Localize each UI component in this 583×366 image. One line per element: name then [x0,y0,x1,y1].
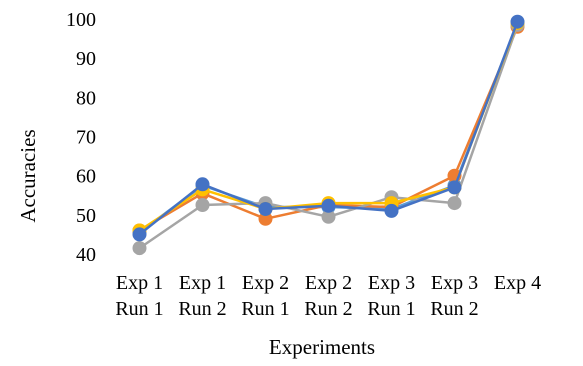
x-tick-label: Exp 4 [494,272,541,294]
data-point [510,14,525,29]
y-tick-label: 40 [76,244,96,266]
y-axis-title: Accuracies [16,129,40,222]
x-tick-label: Exp 3 [431,272,478,294]
x-axis-title: Experiments [269,335,375,359]
x-tick-label: Exp 1 [116,272,163,294]
data-point [258,202,273,216]
x-tick-label: Run 2 [430,298,478,320]
x-tick-label: Run 1 [241,298,289,320]
data-point [447,196,462,211]
x-tick-label: Run 1 [367,298,415,320]
data-point [321,198,336,213]
data-point [321,209,336,224]
y-tick-label: 60 [76,166,96,188]
x-axis-tick-labels: Exp 1 Run 1 Exp 1 Run 2 Exp 2 Run 1 Exp 2 Run 2… [115,272,541,320]
data-point [258,211,273,226]
y-tick-label: 50 [76,205,96,227]
x-tick-label: Exp 2 [305,272,352,294]
y-tick-label: 100 [66,9,96,31]
x-tick-label: Exp 2 [242,272,289,294]
x-tick-label: Exp 1 [179,272,226,294]
series-layer [132,14,525,256]
y-tick-label: 70 [76,127,96,149]
data-point [195,198,210,212]
series-3 [132,17,525,256]
data-point [132,227,147,242]
x-tick-label: Run 2 [178,298,226,320]
x-tick-label: Run 1 [115,298,163,320]
data-point [132,241,147,256]
data-point [384,203,399,218]
x-tick-label: Run 2 [304,298,352,320]
y-tick-label: 80 [76,87,96,109]
series-5 [132,14,525,242]
y-axis-tick-labels: 40 50 60 70 80 90 100 [66,9,96,266]
x-tick-label: Exp 3 [368,272,415,294]
data-point [447,180,462,195]
data-point [195,177,210,192]
y-tick-label: 90 [76,48,96,70]
